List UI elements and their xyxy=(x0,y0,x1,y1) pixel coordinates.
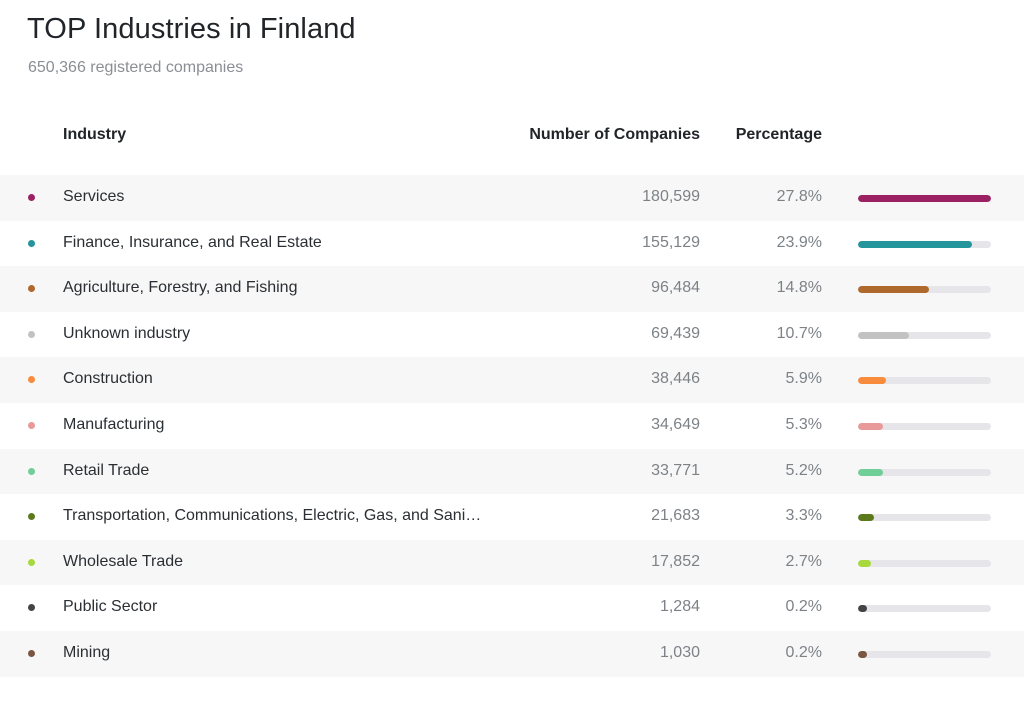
percentage-value: 5.3% xyxy=(785,415,822,433)
legend-dot-icon xyxy=(28,649,35,657)
percentage-bar xyxy=(858,331,909,339)
percentage-value: 14.8% xyxy=(776,279,822,297)
page-subtitle: 650,366 registered companies xyxy=(28,59,244,76)
legend-dot-icon xyxy=(28,421,35,429)
table-header: Industry Number of Companies Percentage xyxy=(0,124,1024,148)
column-header-count: Number of Companies xyxy=(529,126,700,143)
table-row[interactable]: Wholesale Trade 17,852 2.7% xyxy=(0,539,1024,586)
table-row[interactable]: Retail Trade 33,771 5.2% xyxy=(0,448,1024,495)
industry-name: Mining xyxy=(63,643,111,661)
percentage-value: 10.7% xyxy=(776,324,822,342)
table-row[interactable]: Finance, Insurance, and Real Estate 155,1… xyxy=(0,221,1024,267)
table-row[interactable]: Agriculture, Forestry, and Fishing 96,484… xyxy=(0,266,1024,312)
column-header-percentage: Percentage xyxy=(735,126,822,143)
table-row[interactable]: Mining 1,030 0.2% xyxy=(0,630,1024,677)
industry-name: Transportation, Communications, Electric… xyxy=(63,507,483,525)
percentage-bar xyxy=(858,605,867,613)
percentage-value: 3.3% xyxy=(785,507,822,525)
company-count: 1,284 xyxy=(659,598,700,616)
percentage-bar-track xyxy=(858,605,991,613)
percentage-bar xyxy=(858,514,874,522)
percentage-bar-track xyxy=(858,331,991,339)
legend-dot-icon xyxy=(28,604,35,612)
percentage-value: 27.8% xyxy=(776,188,822,205)
percentage-value: 0.2% xyxy=(785,643,822,661)
table-row[interactable]: Unknown industry 69,439 10.7% xyxy=(0,312,1024,358)
percentage-bar-track xyxy=(858,240,991,248)
percentage-value: 2.7% xyxy=(785,552,822,570)
percentage-bar-track xyxy=(858,195,991,202)
industry-name: Retail Trade xyxy=(63,461,150,479)
column-header-industry: Industry xyxy=(63,126,127,143)
company-count: 69,439 xyxy=(651,324,700,342)
percentage-bar-track xyxy=(858,559,991,567)
company-count: 180,599 xyxy=(642,188,700,205)
company-count: 38,446 xyxy=(651,370,700,388)
percentage-value: 5.9% xyxy=(785,370,822,388)
industry-name: Services xyxy=(63,188,125,205)
industry-name: Manufacturing xyxy=(63,415,165,433)
legend-dot-icon xyxy=(28,194,35,201)
percentage-bar xyxy=(858,240,972,248)
industry-name: Unknown industry xyxy=(63,324,191,342)
company-count: 1,030 xyxy=(659,643,700,661)
percentage-bar xyxy=(858,377,886,385)
legend-dot-icon xyxy=(28,330,35,338)
company-count: 21,683 xyxy=(651,507,700,525)
percentage-bar-track xyxy=(858,286,991,294)
table-row[interactable]: Public Sector 1,284 0.2% xyxy=(0,585,1024,631)
table-row[interactable]: Manufacturing 34,649 5.3% xyxy=(0,403,1024,449)
percentage-bar xyxy=(858,559,871,567)
industry-table: Services 180,599 27.8% Finance, Insurance, … xyxy=(0,175,1024,677)
percentage-value: 23.9% xyxy=(776,233,822,251)
industry-name: Construction xyxy=(63,370,153,388)
percentage-bar xyxy=(858,286,929,294)
industry-name: Wholesale Trade xyxy=(63,552,184,570)
percentage-bar-track xyxy=(858,422,991,430)
company-count: 34,649 xyxy=(651,415,700,433)
percentage-bar-track xyxy=(858,650,991,658)
table-row[interactable]: Services 180,599 27.8% xyxy=(0,175,1024,221)
percentage-value: 5.2% xyxy=(785,461,822,479)
percentage-bar xyxy=(858,468,883,476)
legend-dot-icon xyxy=(28,467,35,475)
legend-dot-icon xyxy=(28,285,35,293)
table-row[interactable]: Construction 38,446 5.9% xyxy=(0,357,1024,403)
page-title: TOP Industries in Finland xyxy=(27,13,356,45)
percentage-value: 0.2% xyxy=(785,598,822,616)
company-count: 96,484 xyxy=(651,279,700,297)
industry-name: Agriculture, Forestry, and Fishing xyxy=(63,279,298,297)
legend-dot-icon xyxy=(28,558,35,566)
percentage-bar-track xyxy=(858,377,991,385)
percentage-bar xyxy=(858,650,867,658)
legend-dot-icon xyxy=(28,239,35,247)
percentage-bar xyxy=(858,422,883,430)
table-row[interactable]: Transportation, Communications, Electric… xyxy=(0,494,1024,540)
company-count: 17,852 xyxy=(651,552,700,570)
industry-name: Finance, Insurance, and Real Estate xyxy=(63,233,322,251)
percentage-bar-track xyxy=(858,468,991,476)
company-count: 33,771 xyxy=(651,461,700,479)
company-count: 155,129 xyxy=(642,233,700,251)
percentage-bar-track xyxy=(858,514,991,522)
industry-name: Public Sector xyxy=(63,598,158,616)
legend-dot-icon xyxy=(28,513,35,521)
percentage-bar xyxy=(858,195,991,202)
legend-dot-icon xyxy=(28,376,35,384)
